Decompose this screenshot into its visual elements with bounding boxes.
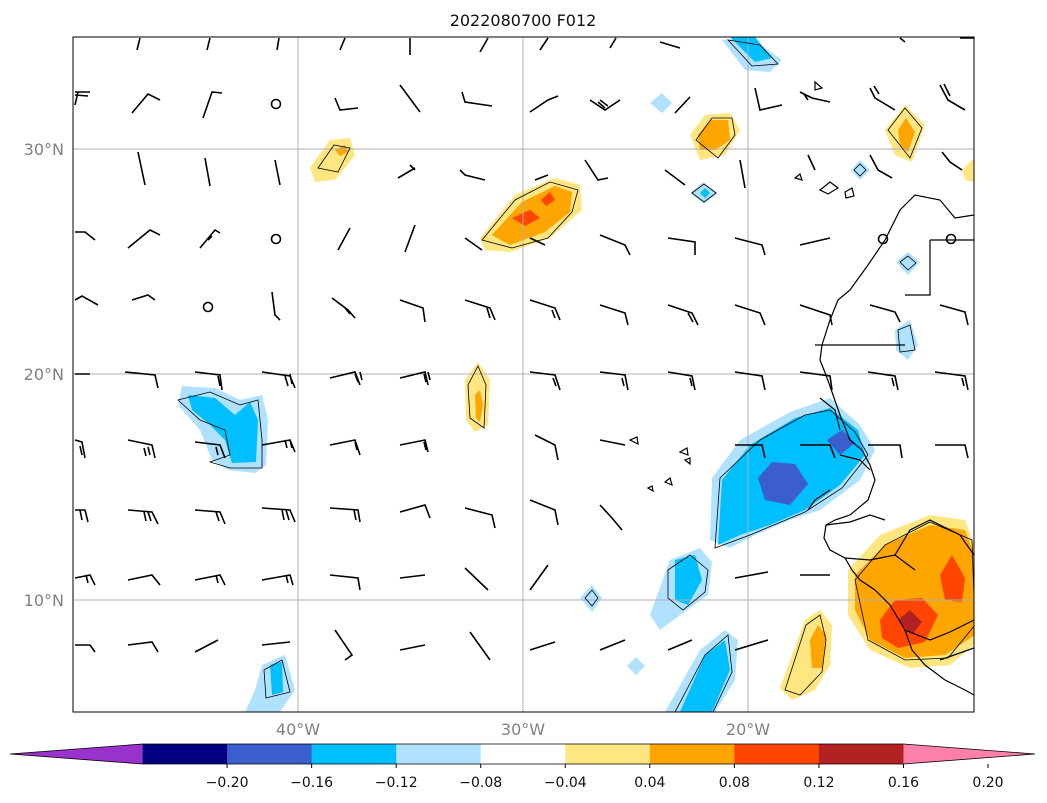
positive-max — [898, 610, 922, 635]
map-frame — [72, 36, 975, 713]
negative-core — [680, 640, 730, 712]
colorbar-tick-label: 0.12 — [803, 775, 834, 791]
positive-peak — [541, 192, 555, 206]
positive-core — [475, 390, 483, 422]
colorbar-tick-label: −0.16 — [290, 775, 333, 791]
lon-label: 30°W — [501, 720, 545, 739]
negative-region — [896, 252, 920, 275]
colorbar-extend-min — [10, 744, 143, 764]
negative-core — [675, 555, 702, 605]
colorbar: −0.20 −0.16 −0.12 −0.08 −0.04 0.04 0.08 0.12 0.1… — [9, 743, 1036, 791]
lon-label: 40°W — [276, 720, 320, 739]
negative-region — [627, 657, 645, 675]
colorbar-tick-label: −0.04 — [544, 775, 587, 791]
positive-region — [962, 158, 974, 182]
negative-region — [580, 585, 602, 612]
colorbar-bin — [734, 744, 820, 764]
negative-peak — [758, 462, 808, 505]
negative-region — [895, 320, 918, 360]
calm-markers — [202, 98, 957, 313]
gridlines — [73, 37, 974, 712]
colorbar-bin — [818, 744, 904, 764]
negative-region — [851, 160, 870, 180]
lat-label: 30°N — [24, 140, 64, 159]
colorbar-bin — [142, 744, 228, 764]
map-title: 2022080700 F012 — [450, 11, 597, 30]
wind-barbs — [74, 37, 974, 661]
colorbar-tick-label: 0.04 — [634, 775, 665, 791]
colorbar-bin — [396, 744, 482, 764]
longitude-labels: 40°W 30°W 20°W — [276, 720, 770, 739]
colorbar-tick-label: 0.20 — [972, 775, 1003, 791]
colorbar-bin — [311, 744, 397, 764]
negative-core — [700, 188, 710, 198]
negative-region — [650, 93, 672, 113]
map-area — [73, 37, 974, 712]
colorbar-tick-label: −0.08 — [459, 775, 502, 791]
positive-peak — [940, 555, 965, 602]
positive-core — [698, 120, 730, 150]
colorbar-tick-label: −0.20 — [206, 775, 249, 791]
positive-peak — [512, 210, 540, 226]
lon-label: 20°W — [726, 720, 770, 739]
lat-label: 10°N — [24, 591, 64, 610]
latitude-labels: 30°N 20°N 10°N — [24, 140, 64, 610]
positive-core — [810, 625, 826, 668]
lat-label: 20°N — [24, 365, 64, 384]
negative-region — [245, 655, 295, 712]
colorbar-bin — [565, 744, 651, 764]
colorbar-outline — [9, 743, 1036, 765]
positive-core — [335, 145, 348, 156]
colorbar-tick-label: 0.08 — [719, 775, 750, 791]
contour-lines — [177, 39, 974, 712]
colorbar-extend-max — [903, 744, 1035, 764]
positive-region — [310, 138, 355, 182]
coastlines — [628, 80, 974, 696]
colorbar-bin — [227, 744, 313, 764]
negative-core — [730, 37, 772, 62]
negative-core — [270, 662, 283, 695]
colorbar-bin — [649, 744, 735, 764]
colorbar-bin — [480, 744, 566, 764]
colorbar-tick-label: 0.16 — [888, 775, 919, 791]
positive-core — [898, 118, 915, 152]
colorbar-tick-label: −0.12 — [375, 775, 418, 791]
